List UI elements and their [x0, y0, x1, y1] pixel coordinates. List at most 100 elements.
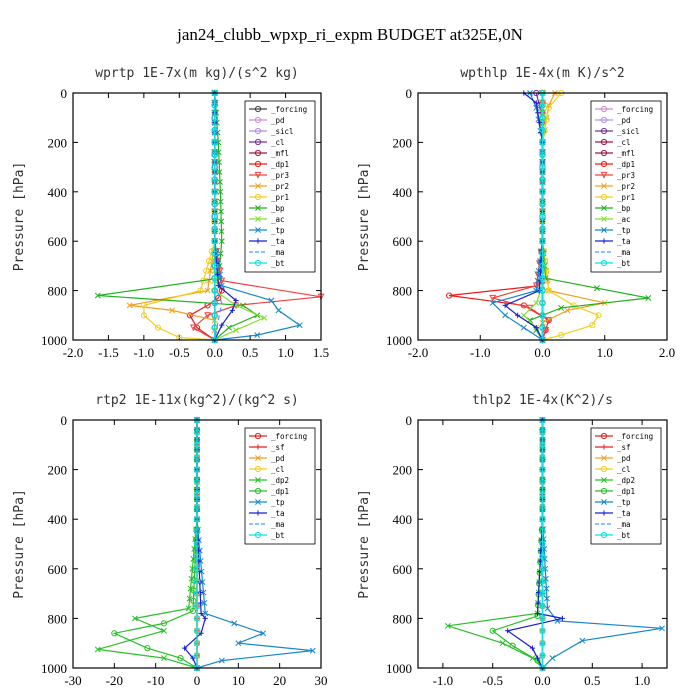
legend-entry: _ac [617, 215, 631, 224]
y-tick-label: 800 [393, 284, 413, 299]
data-point [446, 292, 453, 299]
y-axis-label: Pressure [hPa] [12, 162, 27, 272]
legend-entry: _dp1 [617, 487, 635, 496]
data-point [539, 164, 546, 171]
data-point [182, 645, 188, 651]
series-line [506, 420, 563, 669]
legend-entry: _bt [617, 531, 631, 540]
legend-entry: _sf [617, 443, 631, 452]
y-tick-label: 800 [48, 611, 68, 626]
panel-title: thlp2 1E-4x(K^2)/s [472, 393, 613, 408]
series-dp1 [446, 89, 552, 344]
legend-entry: _cl [271, 465, 285, 474]
legend-entry: _pr2 [617, 182, 635, 191]
data-point [539, 176, 546, 183]
legend-entry: _pd [271, 454, 285, 463]
data-point [535, 600, 541, 606]
data-point [509, 642, 516, 649]
data-point [229, 307, 236, 313]
data-point [211, 250, 218, 257]
series-bt [211, 89, 218, 344]
legend-marker [255, 455, 261, 461]
x-tick-label: -10 [147, 673, 164, 688]
x-tick-label: -1.0 [470, 345, 491, 360]
legend-entry: _pr2 [271, 182, 289, 191]
legend-entry: _ma [271, 248, 285, 257]
data-point [193, 516, 201, 523]
legend-entry: _tp [617, 226, 631, 235]
data-point [539, 602, 546, 610]
data-point [539, 139, 546, 146]
legend-entry: _pr1 [271, 193, 289, 202]
legend-marker [601, 499, 607, 505]
x-tick-label: -1.5 [98, 345, 119, 360]
data-point [169, 307, 176, 314]
legend-entry: _ma [617, 520, 631, 529]
legend-marker [255, 499, 261, 505]
data-point [533, 100, 539, 106]
data-point [193, 441, 201, 448]
data-point [217, 198, 224, 205]
data-point [217, 271, 223, 278]
data-point [444, 622, 451, 629]
x-tick-label: 1.0 [597, 345, 613, 360]
data-point [309, 647, 316, 654]
data-point [543, 585, 550, 592]
data-point [203, 267, 210, 274]
x-tick-label: 0.5 [242, 345, 258, 360]
data-point [192, 556, 199, 564]
legend-marker [600, 487, 608, 495]
legend-entry: _mfl [271, 149, 289, 158]
data-point [645, 295, 652, 301]
data-point [197, 287, 204, 294]
data-point [296, 322, 303, 329]
data-point [160, 655, 167, 662]
legend-marker [254, 259, 262, 267]
legend: _forcing _pd _sicl _cl _mfl _dp1 _pr3 _pr2 _pr1 _… [590, 100, 662, 273]
data-point [193, 615, 201, 622]
y-tick-label: 800 [48, 284, 68, 299]
legend-entry: _cl [617, 465, 631, 474]
data-point [539, 441, 546, 448]
data-point [539, 590, 546, 597]
data-point [215, 283, 221, 289]
legend-marker [600, 193, 608, 201]
x-tick-label: 0.0 [534, 673, 550, 688]
data-point [211, 139, 218, 146]
data-point [489, 299, 496, 306]
data-point [198, 610, 204, 617]
series-dp1 [489, 416, 546, 672]
legend-marker [254, 149, 262, 157]
data-point [268, 297, 275, 304]
data-point [233, 297, 239, 304]
data-point [177, 654, 184, 662]
data-point [199, 579, 206, 585]
data-point [225, 324, 232, 331]
legend-marker [255, 444, 261, 450]
chart-panel-4: thlp2 1E-4x(K^2)/s Pressure [hPa] -1.0 -0.5… [357, 393, 668, 688]
legend-entry: _cl [271, 138, 285, 147]
data-point [193, 602, 201, 610]
legend-entry: _ma [271, 520, 285, 529]
data-point [190, 655, 196, 661]
data-point [595, 312, 602, 319]
data-point [204, 312, 212, 320]
legend-marker [255, 227, 261, 233]
legend-entry: _dp1 [271, 160, 289, 169]
legend-marker [601, 444, 607, 450]
legend-marker [601, 510, 607, 516]
data-point [218, 218, 225, 225]
legend-entry: _cl [617, 138, 631, 147]
legend-marker [255, 510, 261, 516]
legend-marker [600, 127, 608, 135]
legend-marker [601, 205, 607, 211]
x-tick-label: 20 [273, 673, 286, 688]
legend-marker [600, 531, 608, 539]
data-point [217, 188, 224, 195]
legend-entry: _ta [617, 509, 631, 518]
legend-marker [601, 238, 607, 244]
x-tick-label: -20 [106, 673, 123, 688]
data-point [536, 288, 542, 294]
data-point [489, 294, 497, 302]
data-point [536, 120, 542, 126]
